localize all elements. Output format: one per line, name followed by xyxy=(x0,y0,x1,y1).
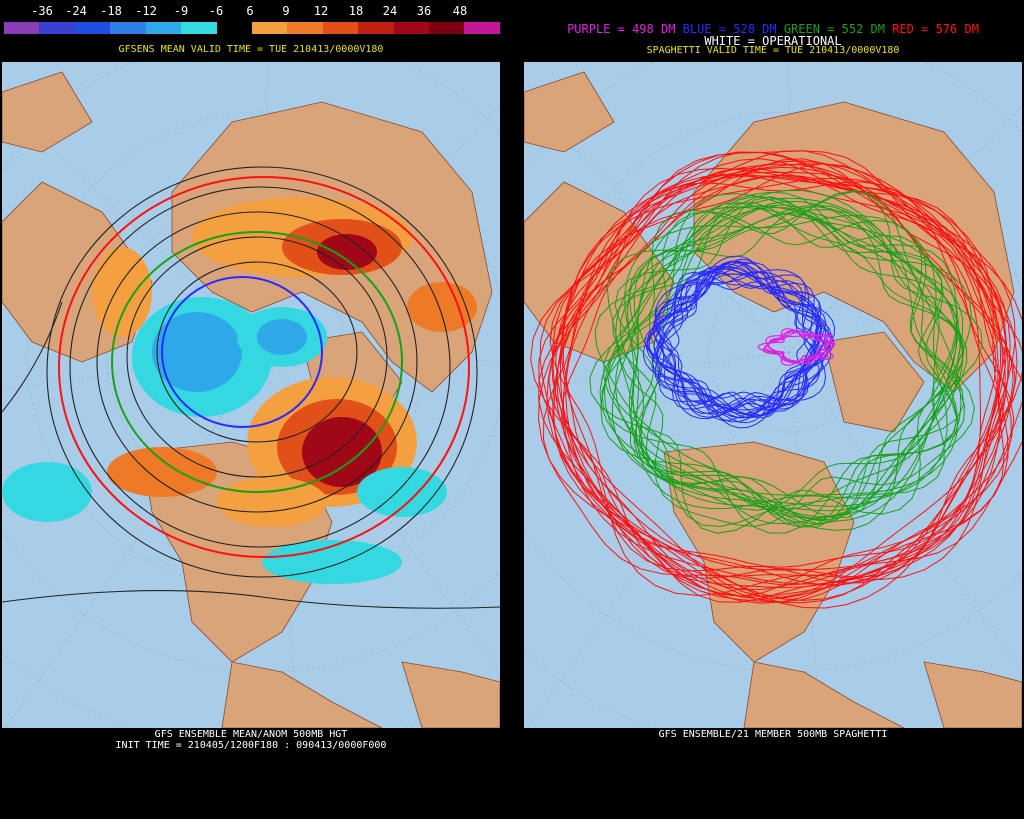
left-footer-init-time: INIT TIME = 210405/1200F180 : 090413/000… xyxy=(115,740,387,751)
spaghetti-contour xyxy=(562,175,1002,585)
spaghetti-contour xyxy=(538,167,1009,604)
spaghetti-contour xyxy=(642,255,836,429)
colorbar-swatch xyxy=(393,22,430,34)
spaghetti-contour xyxy=(606,190,975,527)
spaghetti-contour xyxy=(765,331,829,363)
spaghetti-contour xyxy=(614,196,958,528)
panel-divider xyxy=(502,0,522,819)
colorbar-tick: 6 xyxy=(246,4,254,18)
colorbar-swatch xyxy=(216,22,252,34)
colorbar-swatch xyxy=(74,22,111,34)
spaghetti-contour xyxy=(556,174,982,571)
spaghetti-contour xyxy=(607,206,958,526)
colorbar-tick: 24 xyxy=(382,4,398,18)
colorbar-tick: 36 xyxy=(416,4,432,18)
colorbar-tick: -6 xyxy=(208,4,224,18)
spaghetti-contour xyxy=(619,204,958,528)
spaghetti-contour xyxy=(559,177,1006,601)
key-contours xyxy=(58,176,470,558)
legend-purple: PURPLE = 498 DM xyxy=(567,22,676,36)
spaghetti-contour xyxy=(599,197,959,496)
ensemble-mean-panel: -36 -24 -18 -12 -9 -6 6 9 12 18 24 36 48… xyxy=(0,0,502,819)
spaghetti-contour xyxy=(653,267,822,415)
spaghetti-contour xyxy=(643,266,835,418)
operational-legend: WHITE = OPERATIONAL xyxy=(704,34,842,48)
spaghetti-map-svg xyxy=(524,62,1022,728)
colorbar-tick: -18 xyxy=(100,4,122,18)
spaghetti-contour xyxy=(552,163,1009,589)
spaghetti-contour xyxy=(628,209,964,521)
height-contours xyxy=(2,166,500,609)
spaghetti-contour xyxy=(757,328,834,366)
spaghetti-contour xyxy=(538,151,1022,609)
spaghetti-contour xyxy=(655,268,823,416)
colorbar-swatch xyxy=(39,22,75,34)
spaghetti-contour xyxy=(603,189,962,507)
spaghetti-contour xyxy=(626,204,964,518)
spaghetti-contour xyxy=(657,271,821,413)
right-valid-time-header: SPAGHETTI VALID TIME = TUE 210413/0000V1… xyxy=(646,45,900,56)
spaghetti-contour xyxy=(594,191,958,528)
spaghetti-map xyxy=(524,62,1022,728)
colorbar-tick: 9 xyxy=(282,4,290,18)
colorbar-swatch xyxy=(429,22,465,34)
colorbar-tick: 12 xyxy=(313,4,329,18)
spaghetti-panel: PURPLE = 498 DM BLUE = 528 DM GREEN = 55… xyxy=(522,0,1024,819)
colorbar-swatch xyxy=(358,22,394,34)
spaghetti-contour xyxy=(612,202,965,525)
left-footer-title: GFS ENSEMBLE MEAN/ANOM 500MB HGT xyxy=(154,729,348,740)
spaghetti-contour xyxy=(530,151,1016,597)
spaghetti-green-contours xyxy=(589,189,983,534)
spaghetti-contour xyxy=(549,163,1015,597)
colorbar-tick: -12 xyxy=(135,4,157,18)
spaghetti-contour xyxy=(611,206,959,522)
spaghetti-contour xyxy=(589,190,983,534)
left-valid-time-header: GFSENS MEAN VALID TIME = TUE 210413/0000… xyxy=(118,44,384,55)
ensemble-mean-map-svg xyxy=(2,62,500,728)
spaghetti-contour xyxy=(615,205,957,519)
spaghetti-contour xyxy=(552,174,1012,603)
spaghetti-contour xyxy=(632,213,940,511)
colorbar-tick: -24 xyxy=(65,4,87,18)
colorbar-swatch xyxy=(181,22,217,34)
spaghetti-contour xyxy=(653,279,822,422)
colorbar-tick: 18 xyxy=(348,4,364,18)
right-footer-title: GFS ENSEMBLE/21 MEMBER 500MB SPAGHETTI xyxy=(658,729,888,740)
spaghetti-contour xyxy=(542,150,1022,586)
spaghetti-contour xyxy=(654,260,821,419)
colorbar-tick: -9 xyxy=(173,4,189,18)
colorbar-swatch xyxy=(110,22,146,34)
colorbar-swatch xyxy=(322,22,359,34)
contour-legend: PURPLE = 498 DM BLUE = 528 DM GREEN = 55… xyxy=(522,22,1024,36)
spaghetti-blue-contours xyxy=(642,255,836,429)
spaghetti-contour xyxy=(655,273,823,411)
colorbar-swatch xyxy=(4,22,40,34)
spaghetti-purple-contours xyxy=(757,328,836,366)
legend-green: GREEN = 552 DM xyxy=(783,22,885,36)
colorbar-swatch xyxy=(145,22,182,34)
colorbar-tick: 48 xyxy=(452,4,468,18)
anomaly-colorbar xyxy=(4,22,500,34)
colorbar-tick: -36 xyxy=(31,4,53,18)
spaghetti-red-contours xyxy=(530,150,1022,609)
colorbar-tick-labels: -36 -24 -18 -12 -9 -6 6 9 12 18 24 36 48 xyxy=(4,4,500,20)
colorbar-swatch xyxy=(287,22,323,34)
legend-red: RED = 576 DM xyxy=(892,22,979,36)
legend-blue: BLUE = 528 DM xyxy=(682,22,777,36)
spaghetti-contour xyxy=(657,271,815,411)
land-masses xyxy=(2,71,500,728)
spaghetti-contour xyxy=(546,163,1018,597)
ensemble-mean-map xyxy=(2,62,500,728)
colorbar-swatch xyxy=(464,22,500,34)
colorbar-swatch xyxy=(251,22,288,34)
